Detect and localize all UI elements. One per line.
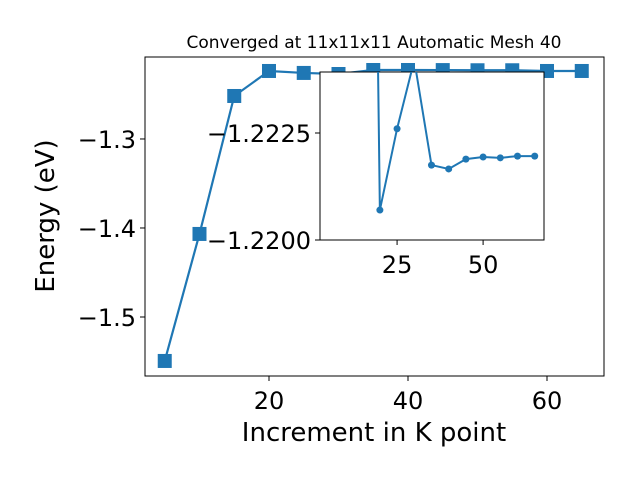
y-tick-label: −1.2225 bbox=[207, 120, 311, 148]
x-tick-label: 20 bbox=[254, 387, 285, 415]
marker bbox=[192, 226, 207, 241]
series bbox=[376, 72, 539, 214]
marker bbox=[462, 155, 470, 163]
x-tick-label: 60 bbox=[532, 387, 563, 415]
marker bbox=[496, 154, 504, 162]
marker bbox=[227, 88, 242, 103]
marker bbox=[514, 152, 522, 160]
chart-title: Converged at 11x11x11 Automatic Mesh 40 bbox=[187, 33, 562, 53]
x-tick-label: 25 bbox=[382, 251, 413, 279]
marker bbox=[261, 63, 276, 78]
marker bbox=[445, 165, 453, 173]
x-tick-label: 40 bbox=[393, 387, 424, 415]
marker bbox=[479, 153, 487, 161]
plot-area bbox=[319, 71, 545, 241]
marker bbox=[574, 63, 589, 78]
x-axis-label: Increment in K point bbox=[242, 418, 506, 448]
y-tick-label: −1.5 bbox=[78, 304, 136, 332]
marker bbox=[157, 353, 172, 368]
marker bbox=[376, 206, 384, 214]
marker bbox=[296, 65, 311, 80]
marker bbox=[531, 152, 539, 160]
y-tick-label: −1.2200 bbox=[207, 227, 311, 255]
marker bbox=[393, 125, 401, 133]
x-tick-label: 50 bbox=[468, 251, 499, 279]
y-tick-label: −1.3 bbox=[78, 126, 136, 154]
marker bbox=[427, 161, 435, 169]
y-axis-label: Energy (eV) bbox=[31, 139, 61, 292]
y-tick-label: −1.4 bbox=[78, 215, 136, 243]
